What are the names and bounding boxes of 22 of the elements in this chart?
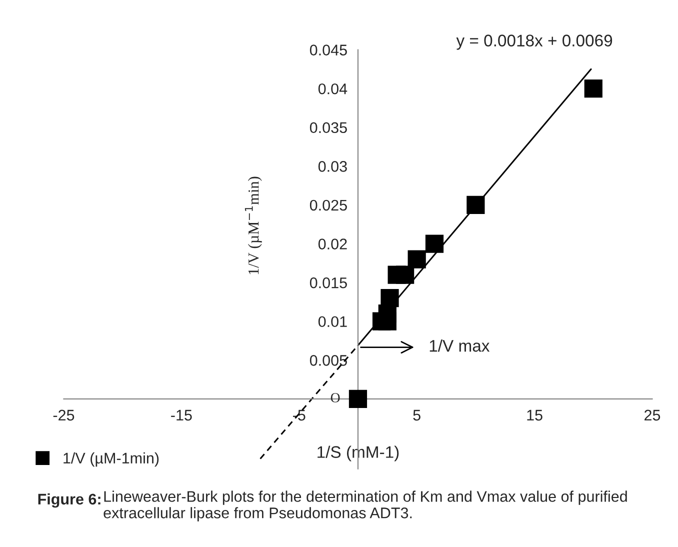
y-tick-label: 0.02 [318,238,347,250]
x-tick-label: -15 [171,410,192,421]
x-axis-title: 1/S (mM-1) [318,446,399,462]
legend-label: 1/V (µM-1min) [64,452,159,467]
y-tick-label: 0.04 [318,83,348,94]
x-tick-label: 15 [527,410,542,421]
y-tick-label: 0.035 [310,122,347,134]
y-tick-label: 0.045 [310,44,347,56]
annotation: 1/V max [430,340,490,352]
x-tick-label: 25 [644,410,660,421]
caption: Figure 6: [38,493,100,508]
x-tick-label: 5 [413,410,420,421]
y-tick-label: 0.01 [318,316,347,328]
text: Lineweaver-Burk plots for the determination of Km and Vmax value of purified extracellular lipase from Pseudomonas ADT3. [104,490,627,522]
y-tick-label: 0.025 [310,200,347,211]
y-tick-label: 0.005 [310,355,347,366]
y-tick-label: 0.015 [310,277,347,288]
y-tick-label: 0.03 [318,161,347,172]
annotation: y = 0.0018x + 0.0069 [456,34,612,50]
y-axis-title: 1/V (µM$^{−1}$min) [244,176,262,274]
x-tick-label: -25 [53,410,74,421]
annotation: O [330,393,340,402]
